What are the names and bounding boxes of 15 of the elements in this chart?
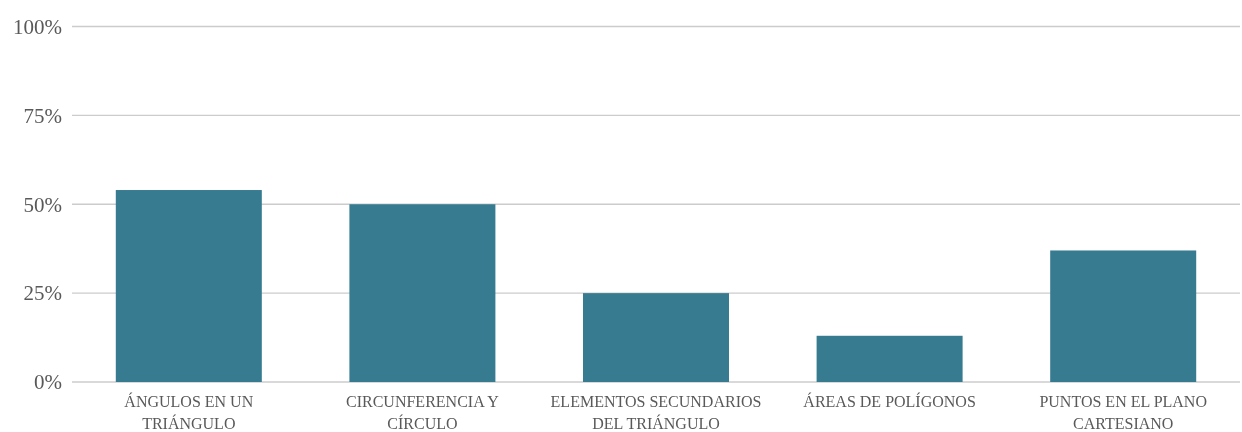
bar (583, 293, 729, 382)
x-tick-label: ELEMENTOS SECUNDARIOS DEL TRIÁNGULO (550, 393, 762, 432)
bar (115, 190, 262, 382)
y-tick-label: 50% (23, 192, 62, 217)
x-tick-label: CIRCUNFERENCIA Y CÍRCULO (346, 393, 500, 432)
y-tick-label: 0% (34, 370, 62, 395)
bar (816, 335, 963, 382)
x-tick-label: ÁREAS DE POLÍGONOS (803, 392, 976, 410)
y-tick-label: 75% (23, 103, 62, 128)
x-tick-label: ÁNGULOS EN UN TRIÁNGULO (124, 392, 254, 432)
bar (1050, 250, 1197, 382)
x-tick-label: PUNTOS EN EL PLANO CARTESIANO (1039, 393, 1207, 432)
y-tick-label: 100% (13, 14, 62, 39)
bar (349, 204, 496, 382)
y-tick-label: 25% (23, 281, 62, 306)
